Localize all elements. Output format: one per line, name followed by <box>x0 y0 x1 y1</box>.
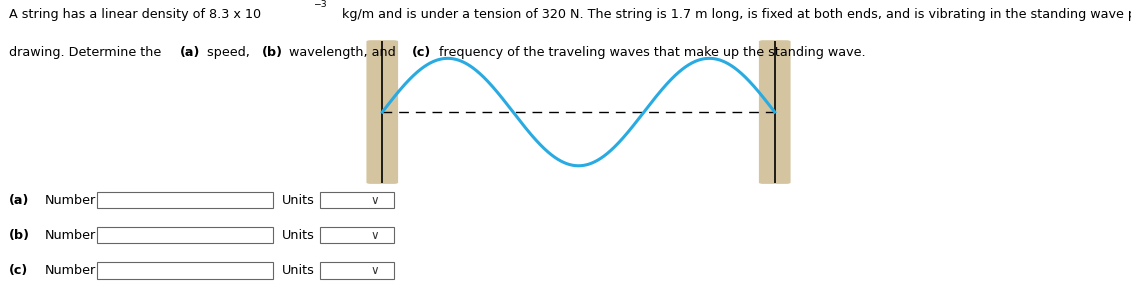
Text: (a): (a) <box>9 193 29 207</box>
Text: drawing. Determine the: drawing. Determine the <box>9 46 165 59</box>
FancyBboxPatch shape <box>97 262 273 279</box>
Text: Units: Units <box>282 229 314 242</box>
Text: ∨: ∨ <box>371 229 380 242</box>
Text: −3: −3 <box>313 0 327 9</box>
FancyBboxPatch shape <box>366 40 398 184</box>
Text: (c): (c) <box>412 46 431 59</box>
FancyBboxPatch shape <box>759 40 791 184</box>
Text: frequency of the traveling waves that make up the standing wave.: frequency of the traveling waves that ma… <box>434 46 865 59</box>
Text: kg/m and is under a tension of 320 N. The string is 1.7 m long, is fixed at both: kg/m and is under a tension of 320 N. Th… <box>338 8 1131 21</box>
FancyBboxPatch shape <box>320 262 394 279</box>
Text: Number: Number <box>45 193 96 207</box>
FancyBboxPatch shape <box>97 227 273 243</box>
Text: Number: Number <box>45 229 96 242</box>
Text: speed,: speed, <box>202 46 253 59</box>
Text: (b): (b) <box>262 46 283 59</box>
FancyBboxPatch shape <box>320 192 394 208</box>
Text: wavelength, and: wavelength, and <box>285 46 400 59</box>
FancyBboxPatch shape <box>97 192 273 208</box>
Text: Units: Units <box>282 193 314 207</box>
Text: (b): (b) <box>9 229 31 242</box>
Text: ∨: ∨ <box>371 264 380 277</box>
Text: A string has a linear density of 8.3 x 10: A string has a linear density of 8.3 x 1… <box>9 8 261 21</box>
Text: (a): (a) <box>180 46 200 59</box>
FancyBboxPatch shape <box>320 227 394 243</box>
Text: Units: Units <box>282 264 314 277</box>
Text: (c): (c) <box>9 264 28 277</box>
Text: ∨: ∨ <box>371 193 380 207</box>
Text: Number: Number <box>45 264 96 277</box>
